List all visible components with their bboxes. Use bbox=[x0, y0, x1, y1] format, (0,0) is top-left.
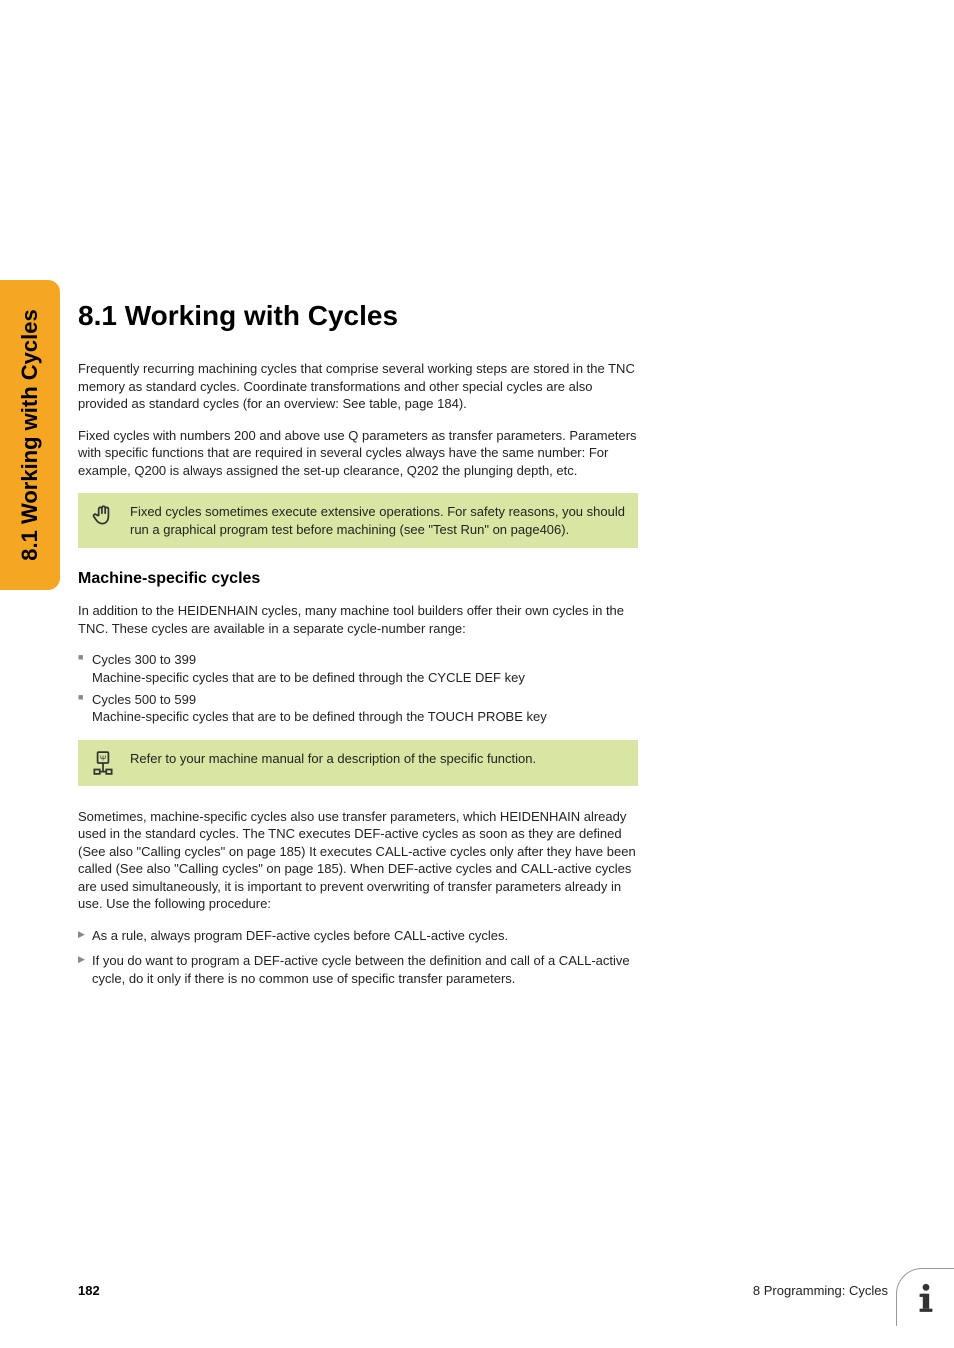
list-item: As a rule, always program DEF-active cyc… bbox=[78, 927, 638, 945]
info-badge bbox=[896, 1268, 954, 1326]
machine-manual-icon: Ψ bbox=[90, 750, 116, 776]
info-icon bbox=[913, 1282, 939, 1314]
procedure-list: As a rule, always program DEF-active cyc… bbox=[78, 927, 638, 988]
list-item: If you do want to program a DEF-active c… bbox=[78, 952, 638, 987]
cycle-range-list: Cycles 300 to 399 Machine-specific cycle… bbox=[78, 651, 638, 725]
list-item-sub: Machine-specific cycles that are to be d… bbox=[92, 669, 638, 687]
page-number: 182 bbox=[78, 1283, 100, 1298]
section2-paragraph-1: In addition to the HEIDENHAIN cycles, ma… bbox=[78, 602, 638, 637]
caution-callout: Fixed cycles sometimes execute extensive… bbox=[78, 493, 638, 548]
main-content: 8.1 Working with Cycles Frequently recur… bbox=[78, 300, 638, 1002]
transfer-params-paragraph: Sometimes, machine-specific cycles also … bbox=[78, 808, 638, 913]
intro-paragraph-2: Fixed cycles with numbers 200 and above … bbox=[78, 427, 638, 480]
page-heading: 8.1 Working with Cycles bbox=[78, 300, 638, 332]
manual-callout-text: Refer to your machine manual for a descr… bbox=[130, 750, 536, 768]
caution-callout-text: Fixed cycles sometimes execute extensive… bbox=[130, 503, 626, 538]
list-item-head: Cycles 300 to 399 bbox=[92, 652, 196, 667]
sidebar-label: 8.1 Working with Cycles bbox=[17, 309, 43, 560]
page-footer: 182 8 Programming: Cycles bbox=[78, 1283, 888, 1298]
caution-hand-icon bbox=[90, 503, 116, 529]
intro-paragraph-1: Frequently recurring machining cycles th… bbox=[78, 360, 638, 413]
chapter-label: 8 Programming: Cycles bbox=[753, 1283, 888, 1298]
svg-text:Ψ: Ψ bbox=[100, 753, 106, 762]
list-item-sub: Machine-specific cycles that are to be d… bbox=[92, 708, 638, 726]
list-item: Cycles 300 to 399 Machine-specific cycle… bbox=[78, 651, 638, 686]
sidebar-tab: 8.1 Working with Cycles bbox=[0, 280, 60, 590]
list-item-head: Cycles 500 to 599 bbox=[92, 692, 196, 707]
list-item: Cycles 500 to 599 Machine-specific cycle… bbox=[78, 691, 638, 726]
section-heading-machine-specific: Machine-specific cycles bbox=[78, 570, 638, 588]
manual-callout: Ψ Refer to your machine manual for a des… bbox=[78, 740, 638, 786]
